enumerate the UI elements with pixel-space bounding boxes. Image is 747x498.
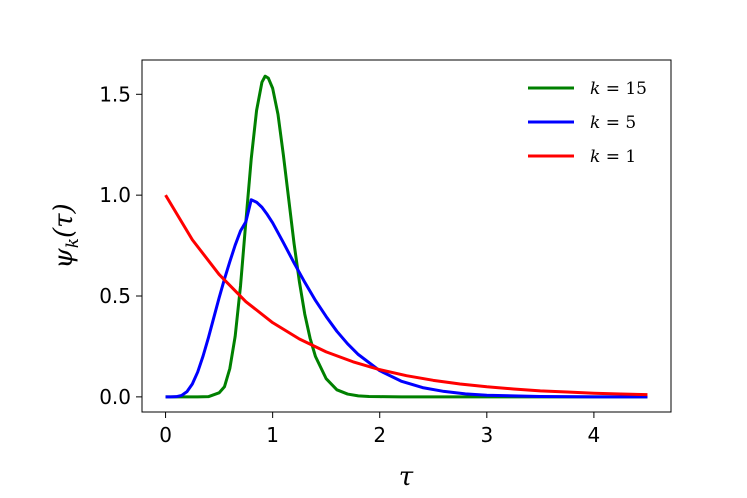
x-axis-label: τ — [399, 462, 414, 492]
legend: k = 15k = 5k = 1 — [528, 79, 647, 167]
legend-label-variable: k — [590, 79, 600, 99]
y-axis-label: ψk(τ) — [49, 203, 83, 268]
plot-frame — [141, 59, 672, 413]
y-tick-label: 1.5 — [99, 82, 131, 106]
y-tick-label: 0.5 — [99, 284, 131, 308]
series-line-1 — [165, 198, 648, 399]
legend-label: k = 1 — [590, 147, 636, 167]
y-axis-label-tail: (τ) — [49, 203, 79, 238]
y-tick-label: 0.0 — [99, 385, 131, 409]
y-axis-label-main: ψ — [49, 248, 79, 269]
y-tick-label: 1.0 — [99, 183, 131, 207]
y-axis-label-subscript: k — [63, 238, 83, 248]
legend-label: k = 5 — [590, 113, 636, 133]
legend-label-value: = 15 — [600, 79, 647, 99]
x-tick-label: 1 — [266, 423, 279, 447]
series-line-2 — [164, 194, 648, 397]
legend-label-variable: k — [590, 113, 600, 133]
x-tick-label: 3 — [480, 423, 493, 447]
series-line-0 — [165, 74, 648, 399]
x-tick-label: 0 — [159, 423, 172, 447]
legend-label-variable: k — [590, 147, 600, 167]
legend-label-value: = 5 — [600, 113, 636, 133]
y-axis-ticks: 0.0 0.5 1.0 1.5 — [99, 82, 142, 409]
legend-label: k = 15 — [590, 79, 647, 99]
series-layer — [164, 74, 648, 399]
x-axis-ticks: 0 1 2 3 4 — [159, 412, 600, 447]
x-tick-label: 2 — [373, 423, 386, 447]
legend-label-value: = 1 — [600, 147, 636, 167]
plot-background — [142, 60, 671, 412]
x-tick-label: 4 — [588, 423, 601, 447]
